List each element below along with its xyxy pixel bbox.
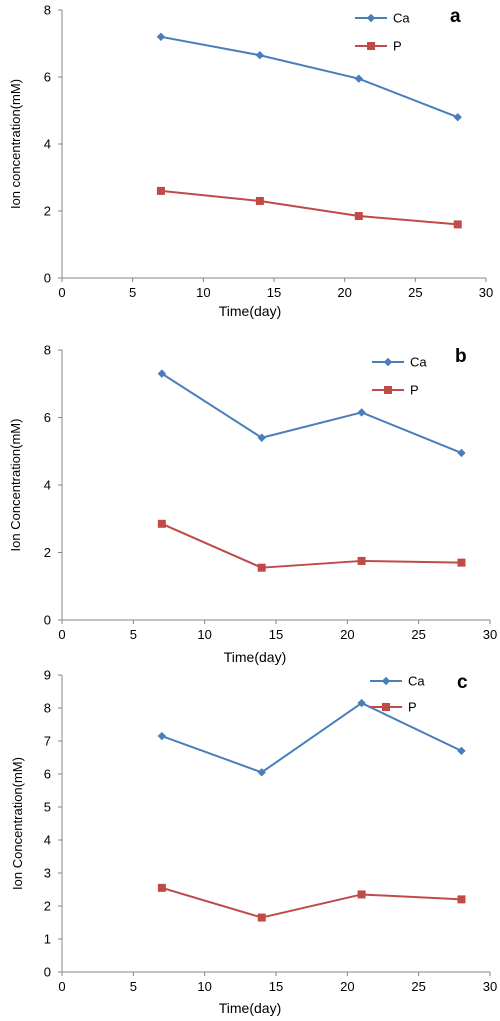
y-axis-title: Ion concentration(mM) — [8, 79, 23, 209]
y-tick-label: 5 — [44, 800, 51, 815]
x-tick-label: 10 — [197, 979, 211, 994]
series-line-p — [160, 189, 458, 226]
legend-label-ca: Ca — [393, 11, 410, 26]
y-tick-label: 3 — [44, 866, 51, 881]
x-tick-label: 15 — [269, 627, 283, 642]
y-tick-label: 8 — [44, 3, 51, 18]
legend-label-p: P — [393, 39, 402, 54]
y-tick-label: 8 — [44, 701, 51, 716]
y-tick-label: 2 — [44, 899, 51, 914]
y-tick-label: 4 — [44, 137, 51, 152]
panel-label: c — [457, 672, 468, 693]
data-point-ca — [156, 32, 166, 41]
data-point-ca — [354, 74, 363, 83]
data-point-p — [257, 913, 266, 922]
data-point-p — [257, 563, 266, 572]
legend-label-p: P — [410, 383, 419, 398]
x-tick-label: 30 — [479, 285, 493, 300]
x-tick-label: 25 — [408, 285, 422, 300]
y-tick-label: 6 — [44, 767, 51, 782]
y-tick-label: 7 — [44, 734, 51, 749]
data-point-p — [457, 895, 466, 904]
y-tick-label: 1 — [44, 932, 51, 947]
legend-label-ca: Ca — [410, 355, 427, 370]
x-tick-label: 0 — [58, 627, 65, 642]
data-point-ca — [453, 113, 462, 122]
y-tick-label: 9 — [44, 668, 51, 683]
legend-marker-ca — [381, 676, 391, 686]
x-tick-label: 25 — [411, 979, 425, 994]
chart-panel-b: 0 2 4 6 8 0 5 10 15 20 25 30 Time(day) Ion Concentrat… — [8, 343, 497, 666]
y-tick-label: 6 — [44, 410, 51, 425]
legend-marker-ca — [383, 357, 393, 367]
panel-label: a — [450, 6, 461, 27]
legend-label-ca: Ca — [408, 674, 425, 689]
series-line-ca — [161, 372, 462, 454]
data-point-ca — [357, 408, 366, 417]
y-axis-title: Ion Concentration(mM) — [8, 419, 23, 552]
data-point-p — [255, 196, 264, 205]
legend-label-p: P — [408, 700, 417, 715]
y-tick-label: 8 — [44, 343, 51, 358]
data-point-p — [453, 220, 462, 229]
data-point-p — [357, 556, 366, 565]
series-line-ca — [161, 702, 462, 774]
x-tick-label: 20 — [337, 285, 351, 300]
x-tick-label: 15 — [269, 979, 283, 994]
x-tick-label: 0 — [58, 979, 65, 994]
series-line-p — [161, 522, 462, 569]
legend-marker-ca — [366, 13, 376, 23]
x-tick-label: 30 — [483, 627, 497, 642]
data-point-ca — [157, 731, 167, 741]
data-point-ca — [157, 369, 167, 378]
x-tick-label: 15 — [267, 285, 281, 300]
data-point-p — [357, 890, 366, 899]
y-tick-label: 0 — [44, 965, 51, 980]
y-tick-label: 0 — [44, 271, 51, 286]
legend-marker-p — [384, 386, 392, 394]
data-point-p — [354, 212, 363, 221]
data-point-p — [157, 883, 166, 892]
y-tick-label: 6 — [44, 70, 51, 85]
x-tick-label: 20 — [340, 979, 354, 994]
chart-panel-a: 0 2 4 6 8 0 5 10 15 20 25 30 Time(day) Ion concentrat… — [8, 3, 493, 320]
x-tick-label: 20 — [340, 627, 354, 642]
data-point-ca — [255, 51, 265, 60]
data-point-ca — [257, 433, 266, 442]
x-axis-title: Time(day) — [219, 1000, 282, 1016]
panel-label: b — [455, 346, 467, 367]
x-tick-label: 10 — [196, 285, 210, 300]
data-point-ca — [457, 448, 466, 458]
y-tick-label: 4 — [44, 478, 51, 493]
legend-marker-p — [382, 703, 390, 711]
x-tick-label: 0 — [58, 285, 65, 300]
data-point-ca — [357, 698, 366, 708]
x-tick-label: 5 — [130, 979, 137, 994]
x-tick-label: 30 — [483, 979, 497, 994]
legend-marker-p — [367, 42, 375, 50]
x-tick-label: 5 — [130, 627, 137, 642]
data-point-p — [156, 186, 165, 195]
x-axis-title: Time(day) — [219, 303, 282, 319]
data-point-ca — [457, 746, 466, 756]
data-point-ca — [257, 768, 266, 777]
x-axis-title: Time(day) — [224, 649, 287, 665]
y-tick-label: 2 — [44, 545, 51, 560]
x-tick-label: 25 — [411, 627, 425, 642]
x-tick-label: 10 — [197, 627, 211, 642]
series-line-ca — [160, 35, 459, 119]
y-tick-label: 4 — [44, 833, 51, 848]
y-tick-label: 2 — [44, 204, 51, 219]
y-axis-title: Ion Concentration(mM) — [10, 757, 25, 890]
x-tick-label: 5 — [129, 285, 136, 300]
series-line-p — [161, 886, 462, 919]
data-point-p — [457, 558, 466, 567]
y-tick-label: 0 — [44, 613, 51, 628]
chart-panel-c: 0 1 2 3 4 5 6 7 8 9 0 5 10 15 20 25 30 Time(day) Ion Conce… — [10, 668, 497, 1017]
data-point-p — [157, 519, 166, 528]
